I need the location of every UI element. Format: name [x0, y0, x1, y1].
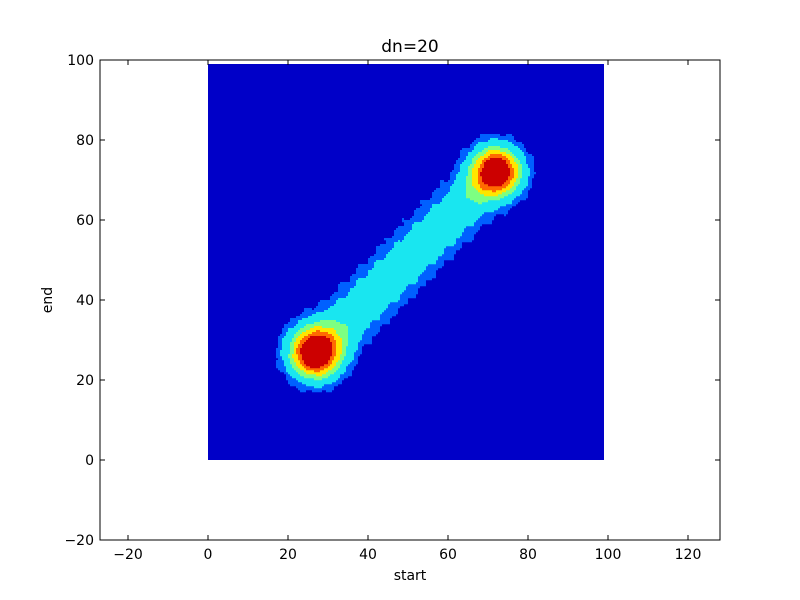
y-tick-label: 100	[67, 53, 94, 69]
y-tick-label: −20	[64, 533, 94, 549]
x-tick-label: 100	[595, 547, 622, 563]
x-tick-label: −20	[113, 547, 143, 563]
x-tick-label: 40	[359, 547, 377, 563]
x-tick-label: 60	[439, 547, 457, 563]
x-tick-label: 20	[279, 547, 297, 563]
y-tick-label: 60	[76, 213, 94, 229]
contour-level-6	[300, 158, 510, 369]
x-tick-label: 80	[519, 547, 537, 563]
y-tick-label: 80	[76, 133, 94, 149]
y-tick-label: 40	[76, 293, 94, 309]
x-axis-label: start	[394, 568, 427, 584]
x-tick-label: 0	[204, 547, 213, 563]
y-axis-label: end	[40, 287, 56, 313]
y-tick-label: 20	[76, 373, 94, 389]
contour-field	[208, 64, 604, 460]
x-tick-label: 120	[675, 547, 702, 563]
chart-title: dn=20	[381, 37, 438, 57]
y-tick-label: 0	[85, 453, 94, 469]
axis-ticks: −20 0 20 40 60 80 100 120 −20 0 20 40 60 80 100	[64, 53, 720, 563]
